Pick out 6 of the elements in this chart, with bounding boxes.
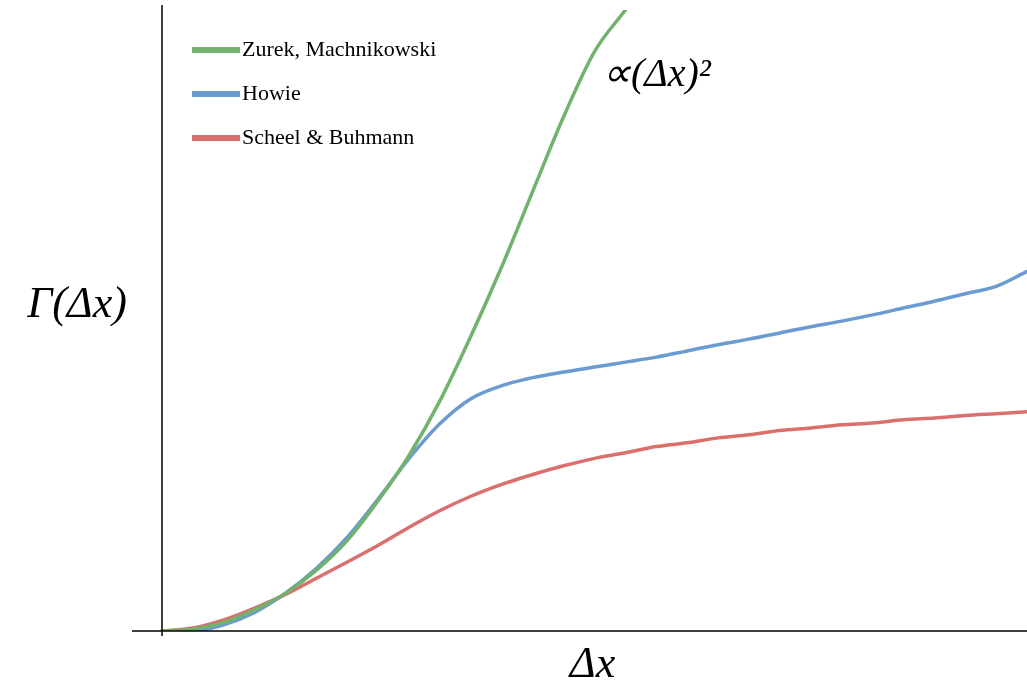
legend-label: Zurek, Machnikowski <box>242 35 437 61</box>
x-axis-title: Δx <box>567 637 616 686</box>
legend-label: Scheel & Buhmann <box>242 123 415 149</box>
y-axis-title: Γ(Δx) <box>26 277 127 327</box>
legend-label: Howie <box>242 79 301 105</box>
annotation: ∝(Δx)² <box>602 49 712 95</box>
